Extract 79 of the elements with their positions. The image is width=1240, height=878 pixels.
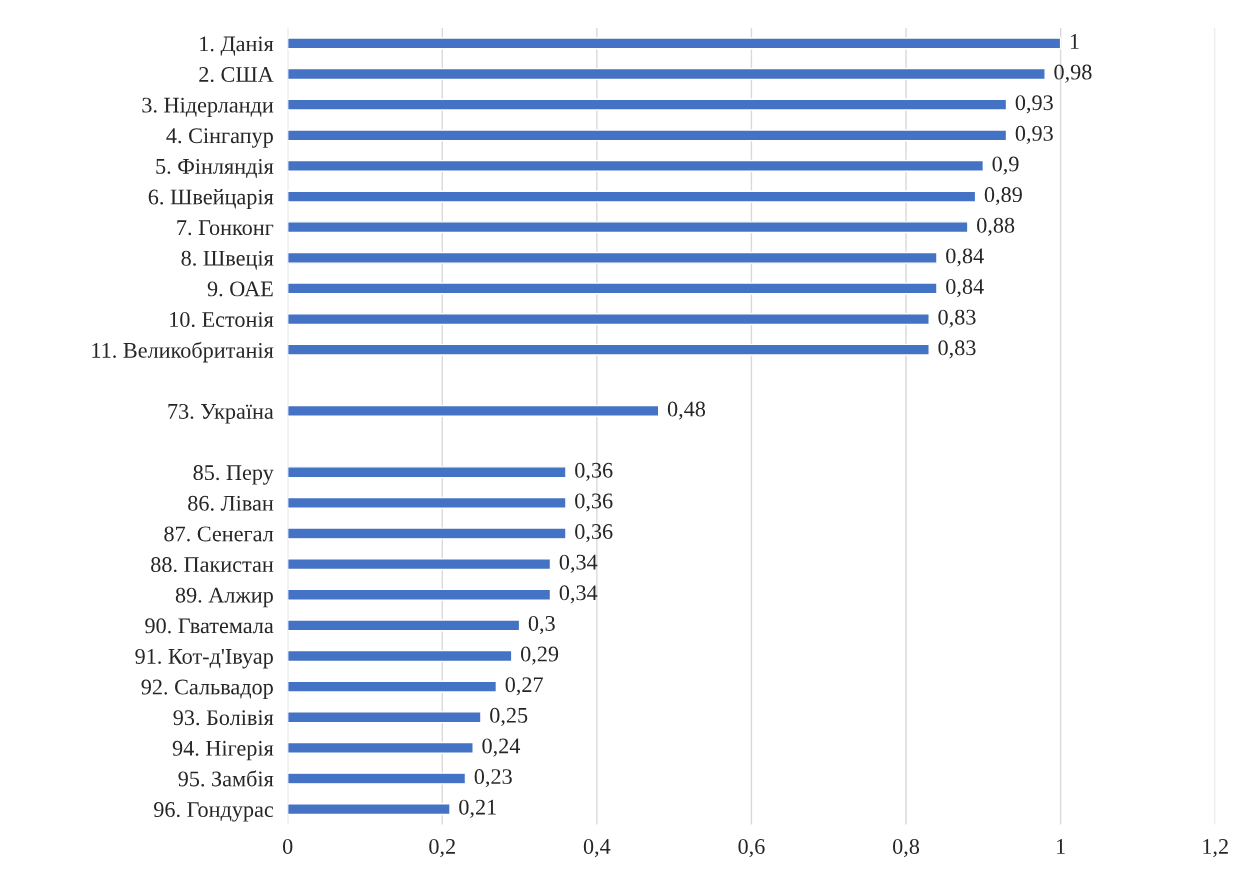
bar	[287, 404, 660, 418]
bar	[287, 680, 498, 693]
bar	[287, 772, 467, 785]
data-label: 0,34	[559, 585, 598, 604]
y-tick-label: 86. Ліван	[188, 495, 274, 511]
data-label: 0,89	[984, 187, 1022, 206]
y-tick-label: 96. Гондурас	[154, 802, 274, 822]
y-tick-label: 88. Пакистан	[151, 557, 274, 573]
y-tick-label: 4. Сінгапур	[166, 128, 273, 148]
data-label: 0,84	[946, 279, 984, 298]
y-tick-label: 94. Нігерія	[172, 740, 274, 761]
bar	[287, 558, 552, 571]
data-label: 0,24	[482, 738, 521, 757]
bar	[287, 803, 451, 816]
y-tick-label: 91. Кот-д'Івуар	[135, 648, 273, 669]
bar	[287, 313, 930, 326]
data-label: 0,93	[1015, 95, 1053, 114]
x-tick-label: 1,2	[1203, 839, 1228, 858]
bar	[287, 67, 1046, 81]
data-label: 0,29	[521, 646, 559, 665]
y-tick-label: 3. Нідерланди	[142, 97, 274, 118]
y-tick-label: 7. Гонконг	[177, 220, 274, 236]
y-tick-label: 85. Перу	[193, 465, 274, 485]
data-label: 0,3	[528, 615, 555, 635]
y-tick-label: 6. Швейцарія	[148, 189, 274, 209]
bar	[287, 588, 552, 601]
data-label: 0,36	[575, 462, 613, 481]
bar	[287, 343, 930, 356]
y-tick-label: 89. Алжир	[175, 587, 273, 608]
data-label: 0,36	[575, 524, 613, 543]
data-label: 0,83	[938, 309, 976, 328]
data-label: 0,84	[946, 248, 984, 267]
y-tick-label: 90. Гватемала	[145, 618, 274, 634]
bar	[287, 649, 513, 663]
bar	[287, 221, 969, 234]
data-label: 0,27	[505, 677, 543, 696]
y-tick-label: 2. США	[199, 67, 274, 83]
y-tick-label: 11. Великобританія	[92, 341, 274, 363]
data-label: 0,9	[992, 156, 1019, 175]
bar	[287, 129, 1008, 142]
y-tick-label: 95. Замбія	[178, 770, 274, 787]
bar	[287, 282, 938, 295]
data-label: 0,88	[977, 217, 1015, 236]
data-label: 1	[1070, 34, 1079, 49]
y-tick-label: 9. ОАЕ	[207, 281, 273, 297]
x-tick-label: 0	[282, 838, 293, 854]
data-label: 0,21	[459, 799, 496, 818]
bar	[287, 711, 482, 724]
bar	[287, 37, 1062, 50]
data-label: 0,34	[559, 554, 598, 573]
data-label: 0,93	[1015, 125, 1053, 145]
x-tick-label: 1	[1057, 839, 1065, 854]
y-tick-label: 1. Данія	[200, 36, 274, 56]
data-label: 0,98	[1054, 64, 1092, 83]
y-tick-label: 73. Україна	[168, 403, 274, 424]
bar	[287, 619, 521, 632]
x-tick-label: 0,6	[738, 838, 765, 858]
data-label: 0,48	[667, 401, 706, 420]
x-tick-label: 0,2	[429, 838, 455, 858]
data-label: 0,25	[490, 707, 528, 726]
data-label: 0,36	[575, 493, 613, 512]
bar	[287, 496, 567, 509]
bar	[287, 251, 938, 264]
y-tick-label: 8. Швеція	[181, 250, 274, 270]
y-tick-label: 87. Сенегал	[164, 526, 274, 542]
x-tick-label: 0,4	[583, 838, 611, 858]
y-tick-label: 10. Естонія	[170, 312, 274, 328]
bar	[287, 741, 474, 754]
data-label: 0,23	[474, 769, 512, 788]
y-tick-label: 93. Болівія	[173, 710, 274, 726]
bar	[287, 190, 977, 203]
data-label: 0,83	[938, 340, 976, 359]
y-tick-label: 5. Фінляндія	[156, 158, 274, 178]
bar	[287, 159, 985, 172]
bar	[287, 466, 567, 479]
y-tick-label: 92. Сальвадор	[141, 679, 273, 700]
bar	[287, 527, 567, 540]
x-tick-label: 0,8	[892, 838, 920, 858]
bar	[287, 98, 1008, 111]
